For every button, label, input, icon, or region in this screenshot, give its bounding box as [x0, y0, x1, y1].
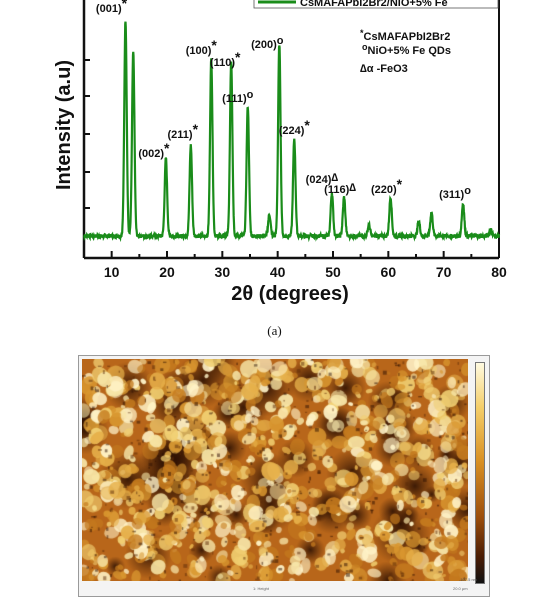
legend-note: *CsMAFAPbI2Br2	[360, 28, 450, 43]
legend-box	[253, 0, 499, 9]
peak-annotation: (116)∆	[324, 182, 356, 196]
x-axis-label: 2θ (degrees)	[231, 283, 349, 305]
peak-annotation: (001)*	[96, 0, 128, 15]
afm-topography-image	[82, 359, 468, 581]
x-tick-label: 20	[159, 264, 175, 280]
peak-annotation: (220)*	[371, 176, 403, 196]
x-tick-label: 50	[325, 264, 341, 280]
afm-scan-size-label: 20.0 μm	[453, 586, 468, 591]
figure-caption: (a)	[267, 323, 282, 338]
x-tick-label: 30	[215, 264, 231, 280]
afm-height-image: 1: Height 20.0 μm -107.5 nm	[78, 355, 490, 597]
afm-channel-label: 1: Height	[253, 586, 270, 591]
peak-annotation: (024)∆	[306, 172, 339, 186]
afm-footer: 1: Height 20.0 μm	[83, 584, 469, 594]
xrd-pattern-line	[83, 21, 501, 243]
xrd-chart: 10 20 30 40 50 60 70 80 2θ (degrees) Intensity (a…	[53, 0, 507, 305]
afm-scale-min-label: -107.5 nm	[459, 577, 478, 582]
x-tick-label: 60	[381, 264, 397, 280]
peak-annotation: (211)*	[168, 121, 199, 141]
x-tick-label: 70	[436, 264, 452, 280]
x-tick-label: 10	[104, 264, 120, 280]
peak-annotation: (100)*	[186, 37, 218, 57]
legend-note: ∆α -FeO3	[360, 63, 408, 75]
peak-annotation: (224)*	[279, 117, 311, 137]
peak-annotation: (200)o	[251, 35, 284, 51]
x-tick-label: 40	[270, 264, 286, 280]
peak-annotation: (311)o	[439, 185, 471, 201]
afm-color-scale-bar	[475, 362, 485, 584]
peak-annotation: (111)o	[222, 89, 253, 105]
legend-note: oNiO+5% Fe QDs	[362, 42, 451, 57]
y-axis-label: Intensity (a.u)	[53, 60, 75, 190]
x-tick-label: 80	[491, 264, 507, 280]
peak-annotation: (002)*	[138, 140, 170, 160]
legend-series-name: CsMAFAPbI2Br2/NiO+5% Fe	[300, 0, 448, 9]
